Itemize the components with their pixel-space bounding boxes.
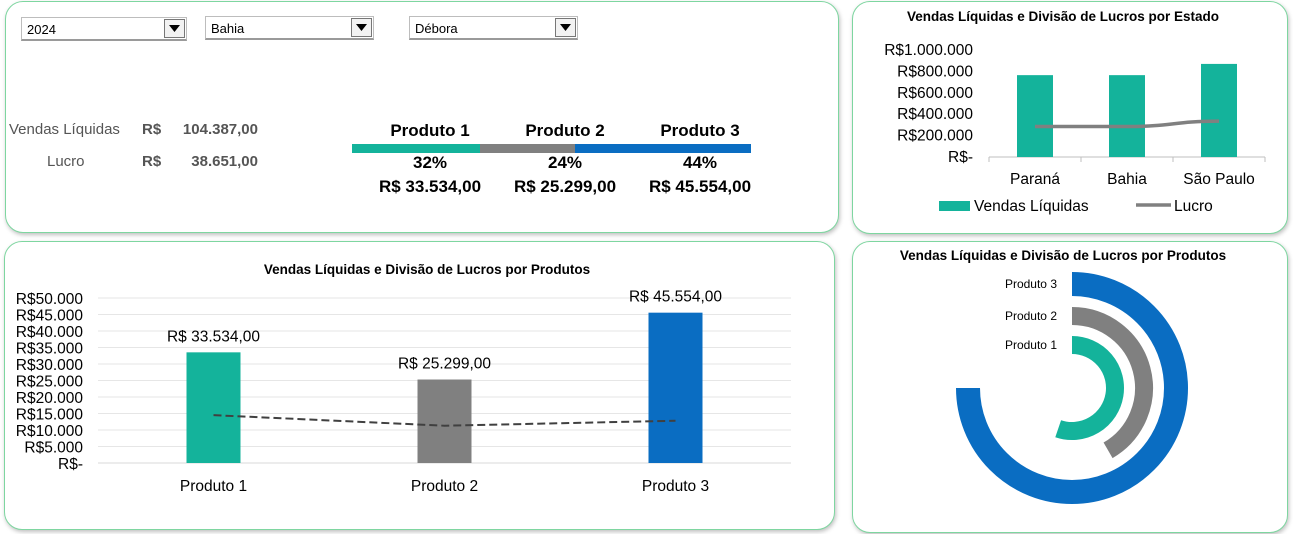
bar (648, 312, 703, 463)
sales-value: 104.387,00 (182, 121, 258, 138)
profit-currency: R$ (142, 153, 162, 170)
profit-value: 38.651,00 (191, 153, 258, 170)
legend-label-sales: Vendas Líquidas (974, 198, 1089, 215)
radial-bar (956, 272, 1188, 504)
profit-label: Lucro (47, 153, 85, 170)
radial-label: Produto 2 (1005, 309, 1057, 323)
bar (186, 352, 241, 463)
seller-dropdown[interactable]: Débora (409, 16, 578, 40)
x-tick-label: Bahia (1107, 171, 1147, 188)
dropdown-button[interactable] (351, 18, 372, 37)
legend-swatch-sales (939, 201, 970, 211)
share-bar-product-2 (479, 144, 576, 153)
data-label: R$ 33.534,00 (167, 328, 260, 345)
x-tick-label: Produto 3 (642, 478, 709, 495)
product-2-title: Produto 2 (525, 121, 605, 140)
state-chart: Vendas Líquidas e Divisão de Lucros por … (884, 9, 1266, 215)
y-tick-label: R$20.000 (16, 390, 84, 407)
y-tick-label: R$1.000.000 (884, 42, 973, 59)
bar (417, 379, 472, 463)
y-tick-label: R$5.000 (24, 440, 83, 457)
product-3-amount: R$ 45.554,00 (648, 177, 752, 196)
y-tick-label: R$25.000 (16, 374, 84, 391)
product-1-pct: 32% (412, 153, 448, 172)
radial-chart: Vendas Líquidas e Divisão de Lucros por … (900, 248, 1226, 504)
y-tick-label: R$600.000 (897, 85, 973, 102)
seller-value: Débora (415, 21, 458, 36)
chevron-down-icon (169, 25, 180, 32)
chart-title: Vendas Líquidas e Divisão de Lucros por … (907, 9, 1219, 24)
radial-bar (1071, 307, 1153, 459)
product-2-amount: R$ 25.299,00 (513, 177, 617, 196)
y-tick-label: R$15.000 (16, 407, 84, 424)
data-label: R$ 45.554,00 (629, 289, 722, 306)
x-tick-label: Produto 2 (411, 478, 478, 495)
product-chart-card: Vendas Líquidas e Divisão de Lucros por … (4, 241, 835, 530)
y-tick-label: R$- (948, 149, 973, 166)
y-tick-label: R$800.000 (897, 63, 973, 80)
share-bar-product-3 (575, 144, 751, 153)
y-tick-label: R$400.000 (897, 106, 973, 123)
share-bar (352, 144, 751, 153)
y-tick-label: R$45.000 (16, 308, 84, 325)
bar (1109, 75, 1145, 157)
product-2-pct: 24% (547, 153, 583, 172)
profit-line (1035, 119, 1220, 129)
dropdown-button[interactable] (164, 19, 185, 38)
year-dropdown[interactable]: 2024 (21, 17, 187, 41)
y-tick-label: R$50.000 (16, 291, 84, 308)
summary-card: 2024 Bahia Débora Vendas Líquidas R$ 104… (5, 1, 839, 233)
product-chart: Vendas Líquidas e Divisão de Lucros por … (16, 262, 791, 495)
legend-label-profit: Lucro (1174, 198, 1213, 215)
radial-chart-card: Vendas Líquidas e Divisão de Lucros por … (852, 241, 1288, 533)
y-tick-label: R$35.000 (16, 341, 84, 358)
y-tick-label: R$40.000 (16, 324, 84, 341)
product-3-title: Produto 3 (660, 121, 740, 140)
radial-label: Produto 3 (1005, 277, 1057, 291)
product-1-title: Produto 1 (390, 121, 470, 140)
y-tick-label: R$10.000 (16, 423, 84, 440)
radial-label: Produto 1 (1005, 338, 1057, 352)
dropdown-button[interactable] (555, 18, 576, 37)
state-value: Bahia (211, 21, 245, 36)
profit-line (213, 414, 676, 427)
state-chart-card: Vendas Líquidas e Divisão de Lucros por … (852, 1, 1288, 234)
chart-title: Vendas Líquidas e Divisão de Lucros por … (900, 248, 1226, 263)
year-value: 2024 (27, 22, 56, 37)
y-tick-label: R$200.000 (897, 128, 973, 145)
share-bar-product-1 (352, 144, 480, 153)
y-tick-label: R$30.000 (16, 357, 84, 374)
chevron-down-icon (356, 24, 367, 31)
product-1-amount: R$ 33.534,00 (378, 177, 482, 196)
radial-bar (1055, 336, 1124, 440)
bar (1201, 63, 1237, 157)
state-dropdown[interactable]: Bahia (205, 16, 374, 40)
x-tick-label: Produto 1 (180, 478, 247, 495)
sales-currency: R$ (142, 121, 162, 138)
y-tick-label: R$- (58, 456, 83, 473)
product-3-pct: 44% (682, 153, 718, 172)
x-tick-label: Paraná (1010, 171, 1060, 188)
chart-title: Vendas Líquidas e Divisão de Lucros por … (264, 262, 590, 277)
sales-label: Vendas Líquidas (9, 121, 120, 138)
data-label: R$ 25.299,00 (398, 356, 491, 373)
bar (1017, 75, 1053, 157)
x-tick-label: São Paulo (1183, 171, 1255, 188)
chevron-down-icon (560, 24, 571, 31)
